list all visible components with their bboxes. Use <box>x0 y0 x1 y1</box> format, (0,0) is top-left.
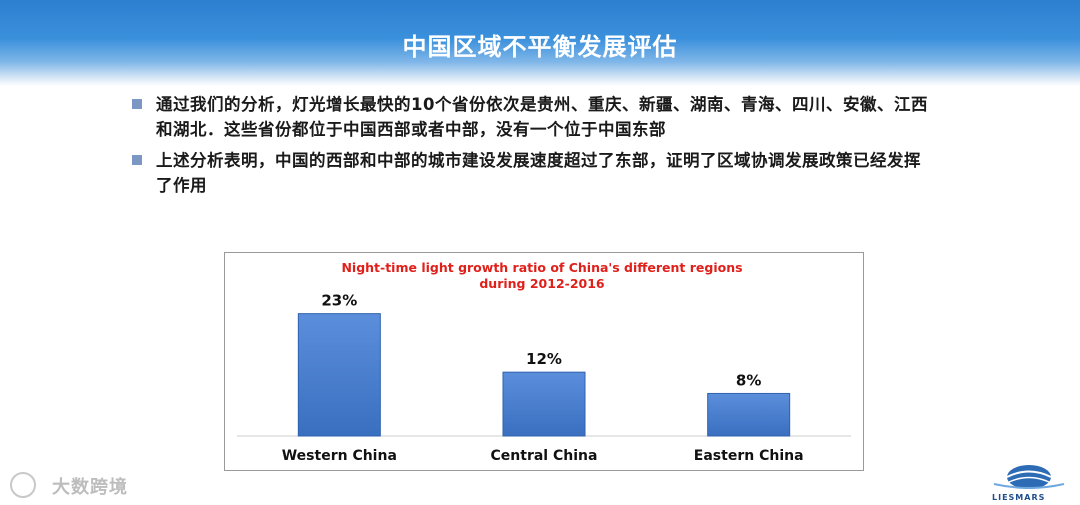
x-tick-label: Western China <box>282 448 397 464</box>
bullet-text: 上述分析表明，中国的西部和中部的城市建设发展速度超过了东部，证明了区域协调发展政… <box>156 151 921 195</box>
bar <box>707 392 791 437</box>
bullet-square-icon <box>132 155 142 165</box>
bar-chart: Night-time light growth ratio of China's… <box>237 260 851 464</box>
bar-chart-frame: Night-time light growth ratio of China's… <box>224 252 864 471</box>
bullet-item: 通过我们的分析，灯光增长最快的10个省份依次是贵州、重庆、新疆、湖南、青海、四川… <box>130 92 930 142</box>
bullet-list: 通过我们的分析，灯光增长最快的10个省份依次是贵州、重庆、新疆、湖南、青海、四川… <box>130 92 930 204</box>
watermark-icon <box>10 472 36 498</box>
bar-value-label: 8% <box>736 371 761 389</box>
bullet-item: 上述分析表明，中国的西部和中部的城市建设发展速度超过了东部，证明了区域协调发展政… <box>130 148 930 198</box>
watermark-logo: 大数跨境 <box>10 470 150 500</box>
liesmars-logo: LIESMARS <box>984 462 1074 502</box>
bar <box>502 371 586 437</box>
chart-title-line-2: during 2012-2016 <box>479 276 605 291</box>
bar-value-label: 12% <box>526 350 562 368</box>
chart-title-line-1: Night-time light growth ratio of China's… <box>341 260 742 275</box>
slide-header: 中国区域不平衡发展评估 <box>0 0 1080 86</box>
x-tick-label: Central China <box>491 448 598 464</box>
bar-value-label: 23% <box>321 292 357 310</box>
globe-icon <box>993 465 1065 489</box>
bullet-text: 通过我们的分析，灯光增长最快的10个省份依次是贵州、重庆、新疆、湖南、青海、四川… <box>156 95 928 139</box>
watermark-text: 大数跨境 <box>52 477 128 498</box>
bar <box>297 313 381 437</box>
liesmars-text: LIESMARS <box>992 493 1046 502</box>
bar-series: 23% Western China 12% Central China 8% Easter… <box>282 292 804 464</box>
slide-title: 中国区域不平衡发展评估 <box>402 33 678 61</box>
bullet-square-icon <box>132 99 142 109</box>
x-tick-label: Eastern China <box>694 448 804 464</box>
